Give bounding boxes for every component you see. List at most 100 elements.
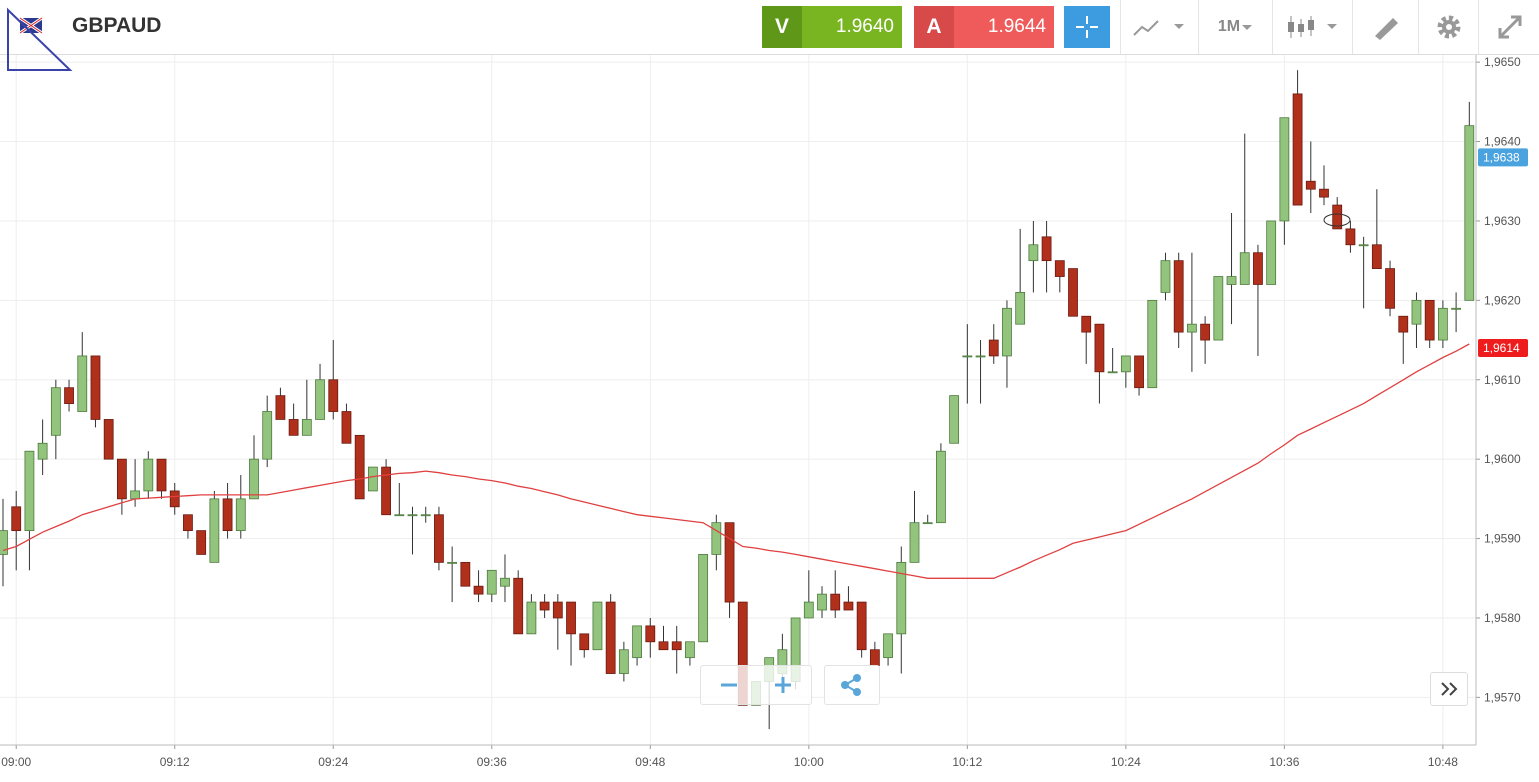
share-button[interactable]: [824, 665, 880, 705]
candle-body-up: [486, 569, 497, 595]
candle-body-up: [500, 577, 510, 587]
candle-body-down: [103, 419, 114, 460]
toolbar: GBPAUD V 1.9640 A 1.9644 1M: [0, 0, 1539, 71]
draw-button[interactable]: [1352, 0, 1419, 54]
candle-body-up: [1358, 244, 1369, 247]
fullscreen-button[interactable]: [1478, 0, 1539, 54]
candle-body-up: [1213, 276, 1224, 341]
x-tick-label: 09:24: [318, 755, 348, 769]
zoom-in[interactable]: [775, 677, 791, 693]
candle-body-down: [1319, 188, 1329, 198]
price-tag: [1478, 338, 1528, 357]
candle-body-down: [552, 601, 563, 619]
candle-body-down: [1424, 299, 1435, 341]
candle-body-down: [460, 561, 471, 587]
chart-type-button[interactable]: [1120, 0, 1199, 54]
candle-body-down: [566, 601, 576, 635]
candle-body-up: [1147, 299, 1158, 389]
candle-body-up: [922, 522, 933, 525]
symbol: GBPAUD: [72, 14, 162, 37]
y-tick-label: 1,9600: [1484, 452, 1521, 466]
y-tick-label: 1,9630: [1484, 214, 1521, 228]
candle-body-down: [169, 490, 180, 508]
candle-body-down: [381, 466, 391, 516]
candles-icon: [1288, 16, 1337, 38]
candle-body-up: [896, 561, 907, 635]
candle-body-up: [1187, 323, 1197, 333]
x-tick-label: 09:36: [477, 755, 507, 769]
candle-body-up: [962, 355, 973, 358]
candle-body-up: [1160, 260, 1171, 293]
candle-body-up: [803, 601, 814, 619]
candle-body-up: [711, 522, 722, 555]
candle-body-down: [354, 434, 365, 500]
candle-body-up: [936, 450, 946, 524]
candle-body-down: [1345, 228, 1356, 246]
candle-body-up: [1266, 220, 1277, 285]
crosshair-button[interactable]: [1064, 6, 1110, 48]
candle-body-down: [341, 411, 352, 444]
candle-body-down: [605, 601, 616, 674]
candle-body-up: [367, 466, 378, 492]
sell-label: V: [762, 6, 802, 48]
candle-body-up: [1226, 276, 1237, 285]
candle-body-up: [698, 554, 709, 643]
x-tick-label: 10:48: [1428, 755, 1458, 769]
candle-body-up: [407, 514, 418, 517]
candle-body-up: [1028, 244, 1039, 262]
candle-body-down: [1292, 93, 1303, 206]
candle-body-up: [420, 514, 431, 517]
price-tag-label: 1,9638: [1483, 150, 1520, 164]
candle-body-up: [1015, 292, 1026, 325]
settings-button[interactable]: [1418, 0, 1479, 54]
candle-body-up: [209, 498, 220, 563]
candle-body-down: [90, 355, 101, 420]
candle-body-down: [737, 601, 748, 706]
line-icon: [1133, 20, 1184, 36]
sell-button[interactable]: V 1.9640: [762, 6, 902, 48]
candle-body-up: [632, 625, 642, 659]
candle-body-down: [843, 601, 854, 611]
candle-body-up: [817, 593, 827, 611]
x-tick-label: 09:48: [635, 755, 665, 769]
y-tick-label: 1,9590: [1484, 532, 1521, 546]
candle-body-up: [1437, 307, 1448, 341]
candle-body-up: [24, 450, 35, 532]
candle-body-up: [0, 530, 8, 555]
candle-body-up: [37, 442, 48, 460]
candle-body-up: [143, 458, 154, 492]
candle-body-down: [856, 601, 867, 651]
candle-body-up: [1120, 355, 1131, 373]
candle-body-down: [1332, 204, 1343, 230]
candle-body-down: [988, 339, 999, 357]
candle-body-down: [275, 395, 286, 420]
candle-body-up: [249, 458, 259, 500]
buy-button[interactable]: A 1.9644: [914, 6, 1054, 48]
buy-price: 1.9644: [987, 16, 1046, 37]
candle-body-up: [883, 633, 893, 659]
candle-body-down: [724, 522, 735, 603]
candle-body-down: [658, 641, 669, 651]
candle-body-up: [618, 649, 629, 674]
candle-body-up: [130, 490, 141, 500]
share-icon: [841, 674, 861, 696]
candle-body-down: [579, 633, 590, 651]
candle-body-up: [1239, 252, 1250, 285]
candle-body-down: [1081, 315, 1092, 333]
scroll-right-button[interactable]: [1430, 672, 1468, 706]
candle-body-up: [50, 387, 61, 436]
candle-body-up: [949, 395, 960, 444]
candle-body-down: [1398, 315, 1409, 333]
y-tick-label: 1,9570: [1484, 690, 1521, 704]
flag-and-drawing: [7, 7, 73, 71]
caret: [1242, 25, 1253, 30]
candle-body-up: [1464, 125, 1475, 301]
zoom-icons: [721, 677, 791, 693]
timeframe-button[interactable]: 1M: [1198, 0, 1273, 54]
candles-button[interactable]: [1272, 0, 1353, 54]
zoom-controls: [700, 665, 812, 705]
timeframe: 1M: [1217, 18, 1241, 35]
y-tick-label: 1,9580: [1484, 611, 1521, 625]
